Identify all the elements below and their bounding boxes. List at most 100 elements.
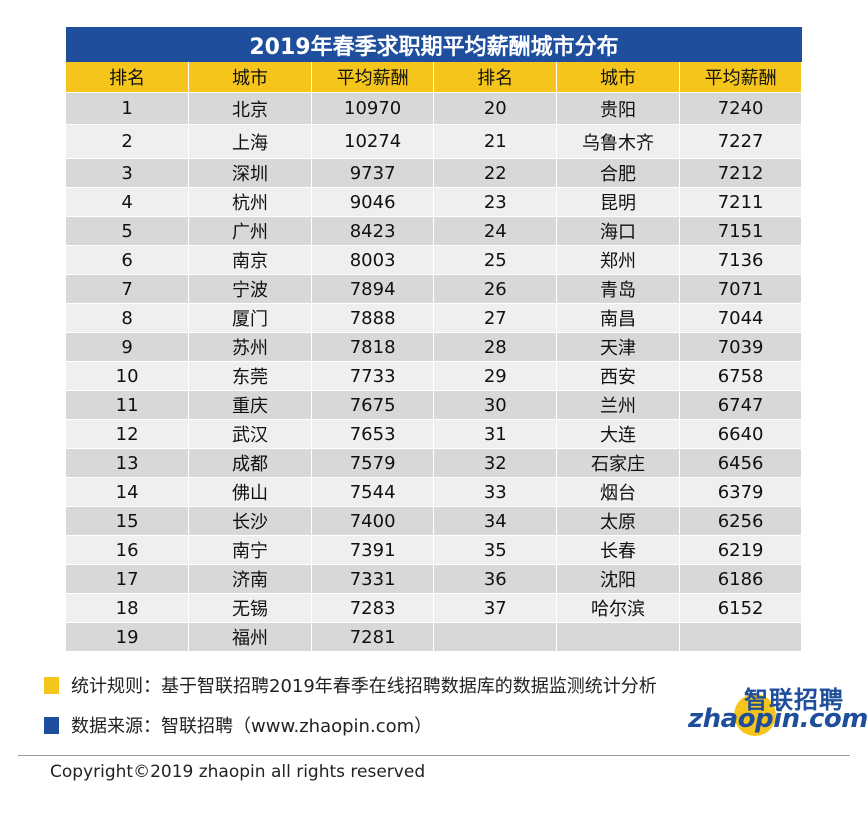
table-row: 2 上海 10274 21 乌鲁木齐 7227 (66, 124, 803, 159)
city-cell: 南京 (188, 245, 312, 275)
salary-cell (679, 622, 803, 651)
copyright-text: Copyright©2019 zhaopin all rights reserv… (50, 762, 426, 782)
salary-cell: 7151 (679, 216, 803, 246)
rank-cell: 27 (433, 303, 558, 333)
rank-cell: 24 (433, 216, 558, 246)
blue-square-icon (44, 716, 59, 734)
city-cell: 佛山 (188, 477, 312, 507)
table-row: 18 无锡 7283 37 哈尔滨 6152 (66, 593, 803, 623)
city-cell: 海口 (556, 216, 680, 246)
rank-cell: 33 (433, 477, 558, 507)
rank-cell: 16 (66, 535, 190, 565)
city-cell: 重庆 (188, 390, 312, 420)
rank-cell: 22 (433, 158, 558, 188)
city-cell: 杭州 (188, 187, 312, 217)
rank-cell: 32 (433, 448, 558, 478)
table-row: 16 南宁 7391 35 长春 6219 (66, 535, 803, 565)
salary-cell: 6758 (679, 361, 803, 391)
header-city: 城市 (556, 62, 680, 93)
table-row: 17 济南 7331 36 沈阳 6186 (66, 564, 803, 594)
salary-cell: 6640 (679, 419, 803, 449)
city-cell: 合肥 (556, 158, 680, 188)
header-rank: 排名 (433, 62, 558, 93)
city-cell: 兰州 (556, 390, 680, 420)
logo-cn-text: 智联招聘 (744, 686, 844, 714)
city-cell: 上海 (188, 124, 312, 159)
city-cell: 昆明 (556, 187, 680, 217)
city-cell: 武汉 (188, 419, 312, 449)
city-cell: 东莞 (188, 361, 312, 391)
table-body: 1 北京 10970 20 贵阳 7240 2 上海 10274 21 乌鲁木齐 7227 3 深圳 973… (66, 92, 803, 651)
salary-cell: 7391 (311, 535, 435, 565)
logo-en-text: zhaopin.com (688, 704, 868, 734)
table-row: 1 北京 10970 20 贵阳 7240 (66, 92, 803, 125)
rule-note: 统计规则：基于智联招聘2019年春季在线招聘数据库的数据监测统计分析 (44, 672, 657, 698)
city-cell: 宁波 (188, 274, 312, 304)
header-city: 城市 (188, 62, 312, 93)
salary-cell: 9737 (311, 158, 435, 188)
salary-cell: 7283 (311, 593, 435, 623)
rank-cell: 2 (66, 124, 190, 159)
rank-cell: 19 (66, 622, 190, 651)
salary-cell: 6152 (679, 593, 803, 623)
city-cell: 郑州 (556, 245, 680, 275)
salary-cell: 7039 (679, 332, 803, 362)
table-row: 5 广州 8423 24 海口 7151 (66, 216, 803, 246)
city-cell: 天津 (556, 332, 680, 362)
rank-cell: 17 (66, 564, 190, 594)
rank-cell: 8 (66, 303, 190, 333)
rank-cell: 6 (66, 245, 190, 275)
source-text: 数据来源：智联招聘（www.zhaopin.com） (71, 716, 433, 737)
header-rank: 排名 (66, 62, 190, 93)
table-row: 13 成都 7579 32 石家庄 6456 (66, 448, 803, 478)
rank-cell: 4 (66, 187, 190, 217)
city-cell: 南昌 (556, 303, 680, 333)
table-row: 19 福州 7281 (66, 622, 803, 651)
salary-cell: 7888 (311, 303, 435, 333)
table-row: 9 苏州 7818 28 天津 7039 (66, 332, 803, 362)
rank-cell: 20 (433, 92, 558, 125)
salary-cell: 7544 (311, 477, 435, 507)
salary-cell: 7044 (679, 303, 803, 333)
salary-cell: 7818 (311, 332, 435, 362)
salary-cell: 10970 (311, 92, 435, 125)
salary-cell: 8423 (311, 216, 435, 246)
city-cell: 福州 (188, 622, 312, 651)
header-salary: 平均薪酬 (679, 62, 803, 93)
city-cell: 哈尔滨 (556, 593, 680, 623)
salary-cell: 6456 (679, 448, 803, 478)
rank-cell: 25 (433, 245, 558, 275)
salary-cell: 7675 (311, 390, 435, 420)
rank-cell: 12 (66, 419, 190, 449)
city-cell: 青岛 (556, 274, 680, 304)
rank-cell: 15 (66, 506, 190, 536)
city-cell: 石家庄 (556, 448, 680, 478)
salary-cell: 7136 (679, 245, 803, 275)
city-cell: 厦门 (188, 303, 312, 333)
rank-cell: 10 (66, 361, 190, 391)
header-row: 排名 城市 平均薪酬 排名 城市 平均薪酬 (66, 62, 803, 93)
salary-cell: 7212 (679, 158, 803, 188)
salary-cell: 7331 (311, 564, 435, 594)
rank-cell (433, 622, 558, 651)
salary-cell: 7894 (311, 274, 435, 304)
salary-cell: 7211 (679, 187, 803, 217)
rank-cell: 26 (433, 274, 558, 304)
salary-cell: 8003 (311, 245, 435, 275)
rank-cell: 29 (433, 361, 558, 391)
salary-cell: 7071 (679, 274, 803, 304)
rank-cell: 28 (433, 332, 558, 362)
table-title: 2019年春季求职期平均薪酬城市分布 (66, 27, 802, 62)
zhaopin-logo: 智联招聘 zhaopin.com (680, 680, 868, 740)
city-cell: 北京 (188, 92, 312, 125)
table-row: 3 深圳 9737 22 合肥 7212 (66, 158, 803, 188)
rank-cell: 37 (433, 593, 558, 623)
table-row: 8 厦门 7888 27 南昌 7044 (66, 303, 803, 333)
city-cell: 贵阳 (556, 92, 680, 125)
city-cell: 长沙 (188, 506, 312, 536)
city-cell: 西安 (556, 361, 680, 391)
salary-cell: 7400 (311, 506, 435, 536)
city-cell: 成都 (188, 448, 312, 478)
salary-cell: 7579 (311, 448, 435, 478)
rank-cell: 5 (66, 216, 190, 246)
